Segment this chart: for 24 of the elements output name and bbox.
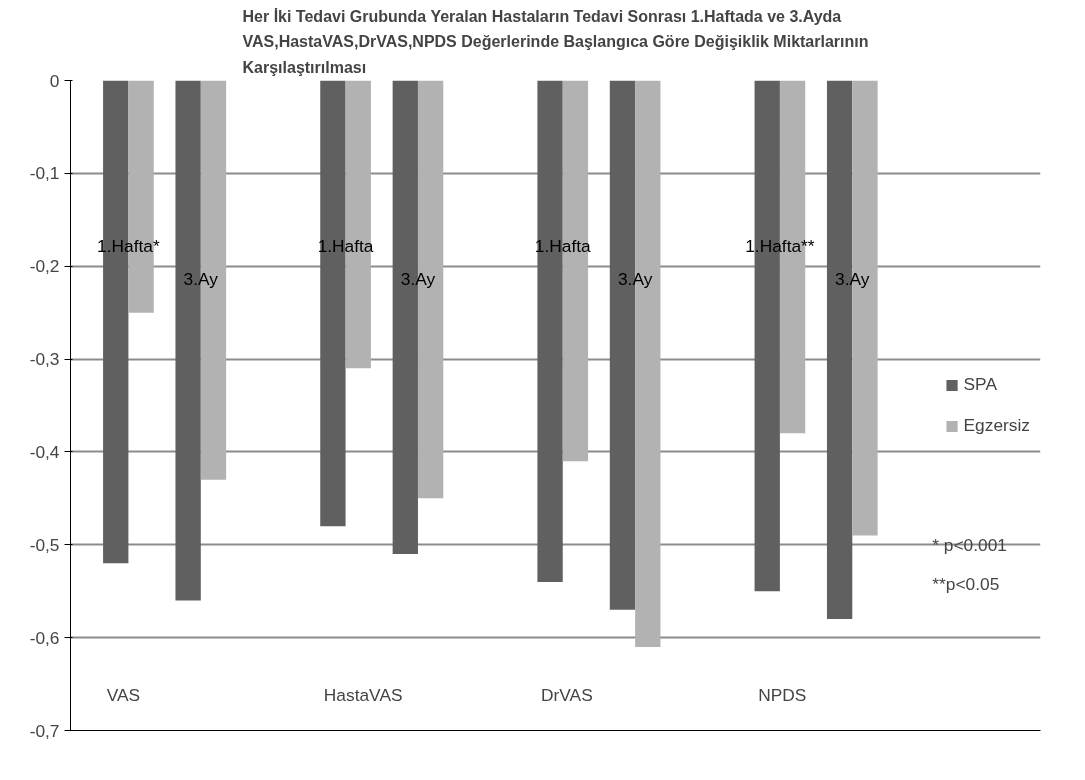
y-tick-label: 0 xyxy=(49,70,60,91)
x-tick-label: 1.Hafta* xyxy=(97,236,160,256)
y-tick-label: -0,1 xyxy=(29,163,60,184)
x-tick-label: 1.Hafta xyxy=(317,236,374,256)
chart-title: Her İki Tedavi Grubunda Yeralan Hastaların Tedavi Sonrası 1.Haftada ve 3.Ayda VAS,HastaVAS,DrVAS,NPDS Değerlerinde Başlangıca Göre Değişiklik Miktarlarının Karşılaştırılması xyxy=(242,7,869,76)
y-tick-label: -0,3 xyxy=(29,349,60,370)
y-tick-label: -0,6 xyxy=(29,627,60,648)
x-tick-label: 3.Ay xyxy=(400,268,436,289)
x-tick-label: 3.Ay xyxy=(835,268,870,289)
y-tick-label: -0,5 xyxy=(29,534,60,555)
annotation: DrVAS xyxy=(541,684,593,705)
text: **p<0.05 xyxy=(932,574,1000,594)
annotation: NPDS xyxy=(758,684,807,705)
legend-label: SPA xyxy=(963,374,997,395)
y-tick-label: -0,2 xyxy=(29,256,60,277)
legend-label: Egzersiz xyxy=(963,415,1030,436)
annotation: HastaVAS xyxy=(323,684,403,705)
x-tick-label: 3.Ay xyxy=(183,268,219,289)
x-tick-label: 1.Hafta xyxy=(534,236,592,256)
y-tick-label: -0,4 xyxy=(29,441,60,462)
annotation: VAS xyxy=(106,684,141,705)
x-tick-label: 1.Hafta** xyxy=(745,236,815,256)
y-tick-label: -0,7 xyxy=(29,720,60,741)
x-tick-label: 3.Ay xyxy=(617,268,653,289)
